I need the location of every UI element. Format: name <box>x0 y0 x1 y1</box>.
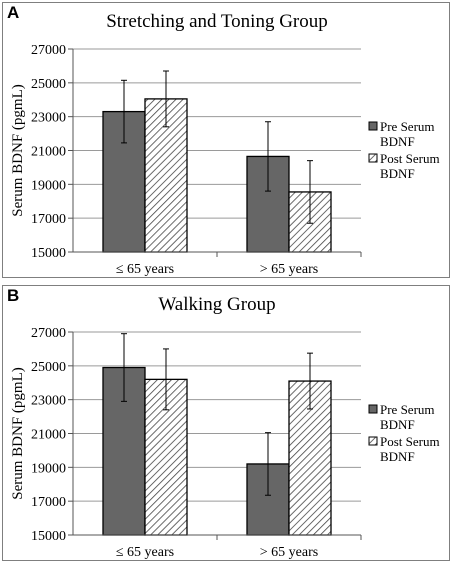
y-tick-label: 27000 <box>31 326 66 341</box>
legend-label-post: Post Serum BDNF <box>380 151 440 181</box>
legend-swatch-pre <box>368 404 378 414</box>
y-tick-label: 21000 <box>31 428 66 443</box>
legend-label-post: Post Serum BDNF <box>380 434 440 464</box>
x-tick-label: ≤ 65 years <box>116 545 174 560</box>
y-tick-label: 19000 <box>31 178 66 193</box>
chart-title: Walking Group <box>158 294 275 315</box>
chart-b-svg: Walking Group Serum BDNF (pgmL) 15000 17000… <box>10 294 440 560</box>
chart-panel-b: B Walking Group Serum BDNF (pgmL) 15000 170… <box>2 285 450 561</box>
legend-label-pre: Pre Serum BDNF <box>380 402 435 432</box>
y-tick-label: 25000 <box>31 77 66 92</box>
x-tick-label: > 65 years <box>260 262 318 277</box>
y-tick-label: 19000 <box>31 461 66 476</box>
panel-letter: B <box>7 286 20 305</box>
legend-swatch-pre <box>368 121 378 131</box>
x-tick-label: > 65 years <box>260 545 318 560</box>
chart-a-svg: Stretching and Toning Group Serum BDNF (p… <box>10 11 440 277</box>
x-tick-label: ≤ 65 years <box>116 262 174 277</box>
y-tick-label: 21000 <box>31 145 66 160</box>
y-tick-label: 15000 <box>31 529 66 544</box>
chart-title: Stretching and Toning Group <box>106 11 328 32</box>
y-tick-label: 27000 <box>31 43 66 58</box>
legend-label-pre: Pre Serum BDNF <box>380 119 435 149</box>
y-tick-label: 23000 <box>31 394 66 409</box>
y-tick-label: 25000 <box>31 360 66 375</box>
y-tick-label: 17000 <box>31 212 66 227</box>
y-axis-label: Serum BDNF (pgmL) <box>10 84 26 217</box>
bar-post-0 <box>144 98 188 253</box>
legend-swatch-post <box>368 436 378 446</box>
y-tick-label: 15000 <box>31 246 66 261</box>
legend-swatch-post <box>368 153 378 163</box>
y-axis-label: Serum BDNF (pgmL) <box>10 367 26 500</box>
chart-panel-a: A Stretching and Toning Group Serum BDNF … <box>2 2 450 278</box>
panel-letter: A <box>7 3 20 22</box>
y-tick-label: 23000 <box>31 111 66 126</box>
y-tick-label: 17000 <box>31 495 66 510</box>
